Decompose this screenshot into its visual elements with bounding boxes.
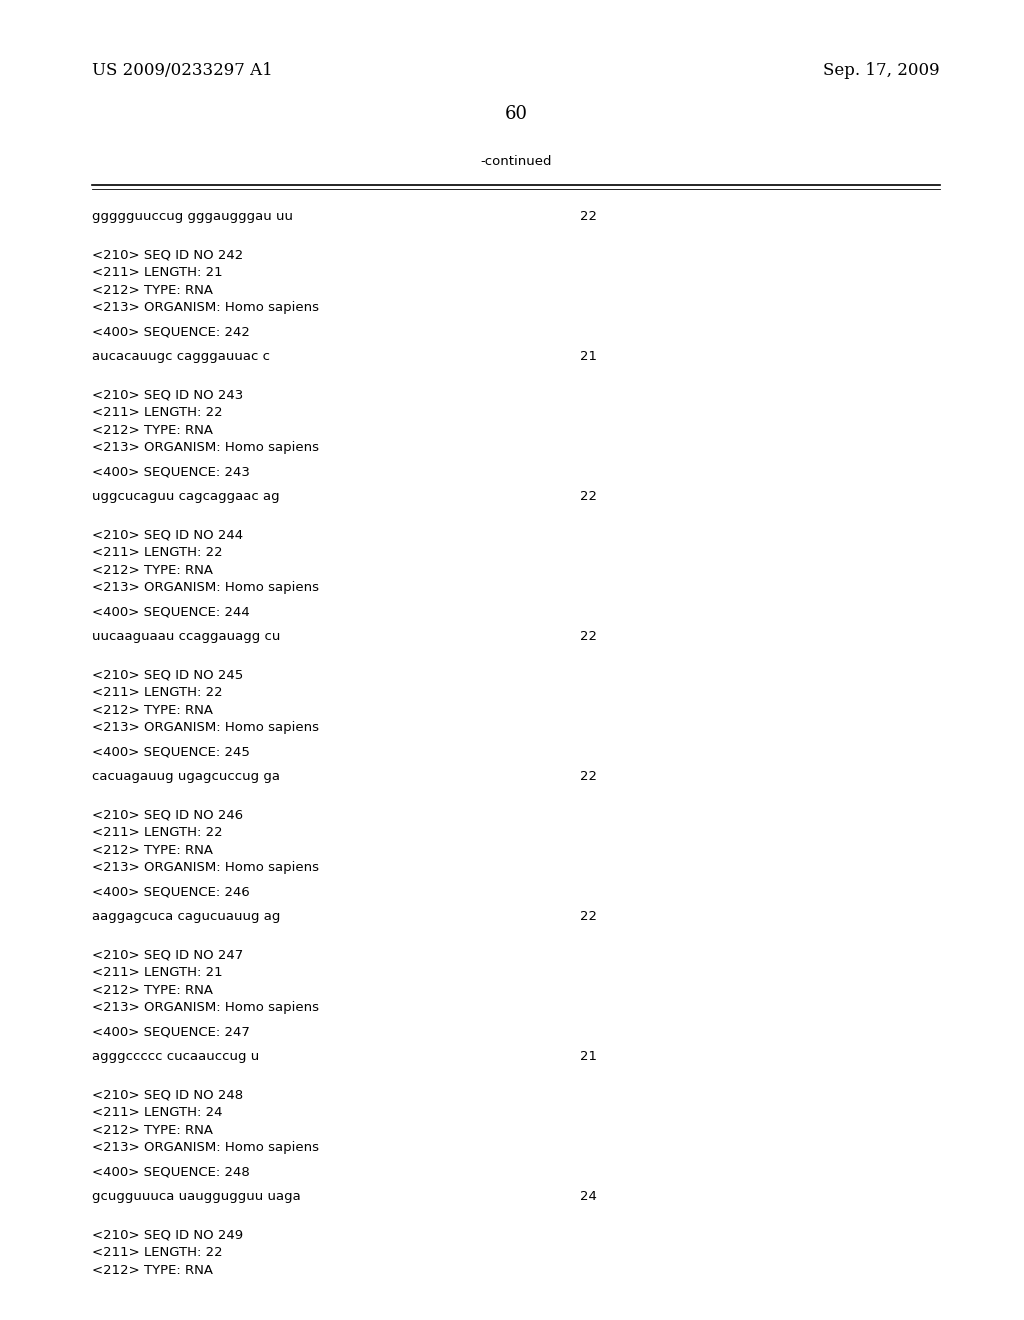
Text: <213> ORGANISM: Homo sapiens: <213> ORGANISM: Homo sapiens: [92, 1001, 319, 1014]
Text: <210> SEQ ID NO 242: <210> SEQ ID NO 242: [92, 248, 244, 261]
Text: <212> TYPE: RNA: <212> TYPE: RNA: [92, 843, 213, 857]
Text: <400> SEQUENCE: 244: <400> SEQUENCE: 244: [92, 606, 250, 619]
Text: gcugguuuca uauggugguu uaga: gcugguuuca uauggugguu uaga: [92, 1191, 301, 1203]
Text: 21: 21: [580, 350, 597, 363]
Text: aaggagcuca cagucuauug ag: aaggagcuca cagucuauug ag: [92, 909, 281, 923]
Text: <210> SEQ ID NO 246: <210> SEQ ID NO 246: [92, 808, 243, 821]
Text: <210> SEQ ID NO 244: <210> SEQ ID NO 244: [92, 528, 243, 541]
Text: US 2009/0233297 A1: US 2009/0233297 A1: [92, 62, 272, 79]
Text: <400> SEQUENCE: 248: <400> SEQUENCE: 248: [92, 1166, 250, 1179]
Text: 22: 22: [580, 210, 597, 223]
Text: Sep. 17, 2009: Sep. 17, 2009: [823, 62, 940, 79]
Text: 22: 22: [580, 490, 597, 503]
Text: 22: 22: [580, 630, 597, 643]
Text: uucaaguaau ccaggauagg cu: uucaaguaau ccaggauagg cu: [92, 630, 281, 643]
Text: <211> LENGTH: 22: <211> LENGTH: 22: [92, 1246, 222, 1259]
Text: 24: 24: [580, 1191, 597, 1203]
Text: <212> TYPE: RNA: <212> TYPE: RNA: [92, 1263, 213, 1276]
Text: <210> SEQ ID NO 247: <210> SEQ ID NO 247: [92, 949, 244, 961]
Text: aucacauugc cagggauuac c: aucacauugc cagggauuac c: [92, 350, 270, 363]
Text: <400> SEQUENCE: 247: <400> SEQUENCE: 247: [92, 1026, 250, 1039]
Text: <213> ORGANISM: Homo sapiens: <213> ORGANISM: Homo sapiens: [92, 441, 319, 454]
Text: <212> TYPE: RNA: <212> TYPE: RNA: [92, 424, 213, 437]
Text: 22: 22: [580, 770, 597, 783]
Text: <212> TYPE: RNA: <212> TYPE: RNA: [92, 564, 213, 577]
Text: <400> SEQUENCE: 246: <400> SEQUENCE: 246: [92, 886, 250, 899]
Text: <213> ORGANISM: Homo sapiens: <213> ORGANISM: Homo sapiens: [92, 581, 319, 594]
Text: <211> LENGTH: 22: <211> LENGTH: 22: [92, 686, 222, 700]
Text: <211> LENGTH: 21: <211> LENGTH: 21: [92, 267, 222, 279]
Text: <213> ORGANISM: Homo sapiens: <213> ORGANISM: Homo sapiens: [92, 301, 319, 314]
Text: 60: 60: [505, 106, 527, 123]
Text: <400> SEQUENCE: 245: <400> SEQUENCE: 245: [92, 746, 250, 759]
Text: <212> TYPE: RNA: <212> TYPE: RNA: [92, 983, 213, 997]
Text: <211> LENGTH: 22: <211> LENGTH: 22: [92, 407, 222, 418]
Text: agggccccc cucaauccug u: agggccccc cucaauccug u: [92, 1049, 259, 1063]
Text: 21: 21: [580, 1049, 597, 1063]
Text: <212> TYPE: RNA: <212> TYPE: RNA: [92, 1123, 213, 1137]
Text: <210> SEQ ID NO 248: <210> SEQ ID NO 248: [92, 1089, 243, 1101]
Text: ggggguuccug gggaugggau uu: ggggguuccug gggaugggau uu: [92, 210, 293, 223]
Text: <212> TYPE: RNA: <212> TYPE: RNA: [92, 284, 213, 297]
Text: <211> LENGTH: 21: <211> LENGTH: 21: [92, 966, 222, 979]
Text: <400> SEQUENCE: 242: <400> SEQUENCE: 242: [92, 326, 250, 338]
Text: <211> LENGTH: 22: <211> LENGTH: 22: [92, 826, 222, 840]
Text: <210> SEQ ID NO 243: <210> SEQ ID NO 243: [92, 388, 244, 401]
Text: <210> SEQ ID NO 245: <210> SEQ ID NO 245: [92, 668, 244, 681]
Text: uggcucaguu cagcaggaac ag: uggcucaguu cagcaggaac ag: [92, 490, 280, 503]
Text: <211> LENGTH: 22: <211> LENGTH: 22: [92, 546, 222, 558]
Text: <212> TYPE: RNA: <212> TYPE: RNA: [92, 704, 213, 717]
Text: <213> ORGANISM: Homo sapiens: <213> ORGANISM: Homo sapiens: [92, 721, 319, 734]
Text: -continued: -continued: [480, 154, 552, 168]
Text: 22: 22: [580, 909, 597, 923]
Text: <213> ORGANISM: Homo sapiens: <213> ORGANISM: Homo sapiens: [92, 1140, 319, 1154]
Text: <400> SEQUENCE: 243: <400> SEQUENCE: 243: [92, 466, 250, 479]
Text: <210> SEQ ID NO 249: <210> SEQ ID NO 249: [92, 1229, 243, 1242]
Text: cacuagauug ugagcuccug ga: cacuagauug ugagcuccug ga: [92, 770, 280, 783]
Text: <211> LENGTH: 24: <211> LENGTH: 24: [92, 1106, 222, 1119]
Text: <213> ORGANISM: Homo sapiens: <213> ORGANISM: Homo sapiens: [92, 861, 319, 874]
